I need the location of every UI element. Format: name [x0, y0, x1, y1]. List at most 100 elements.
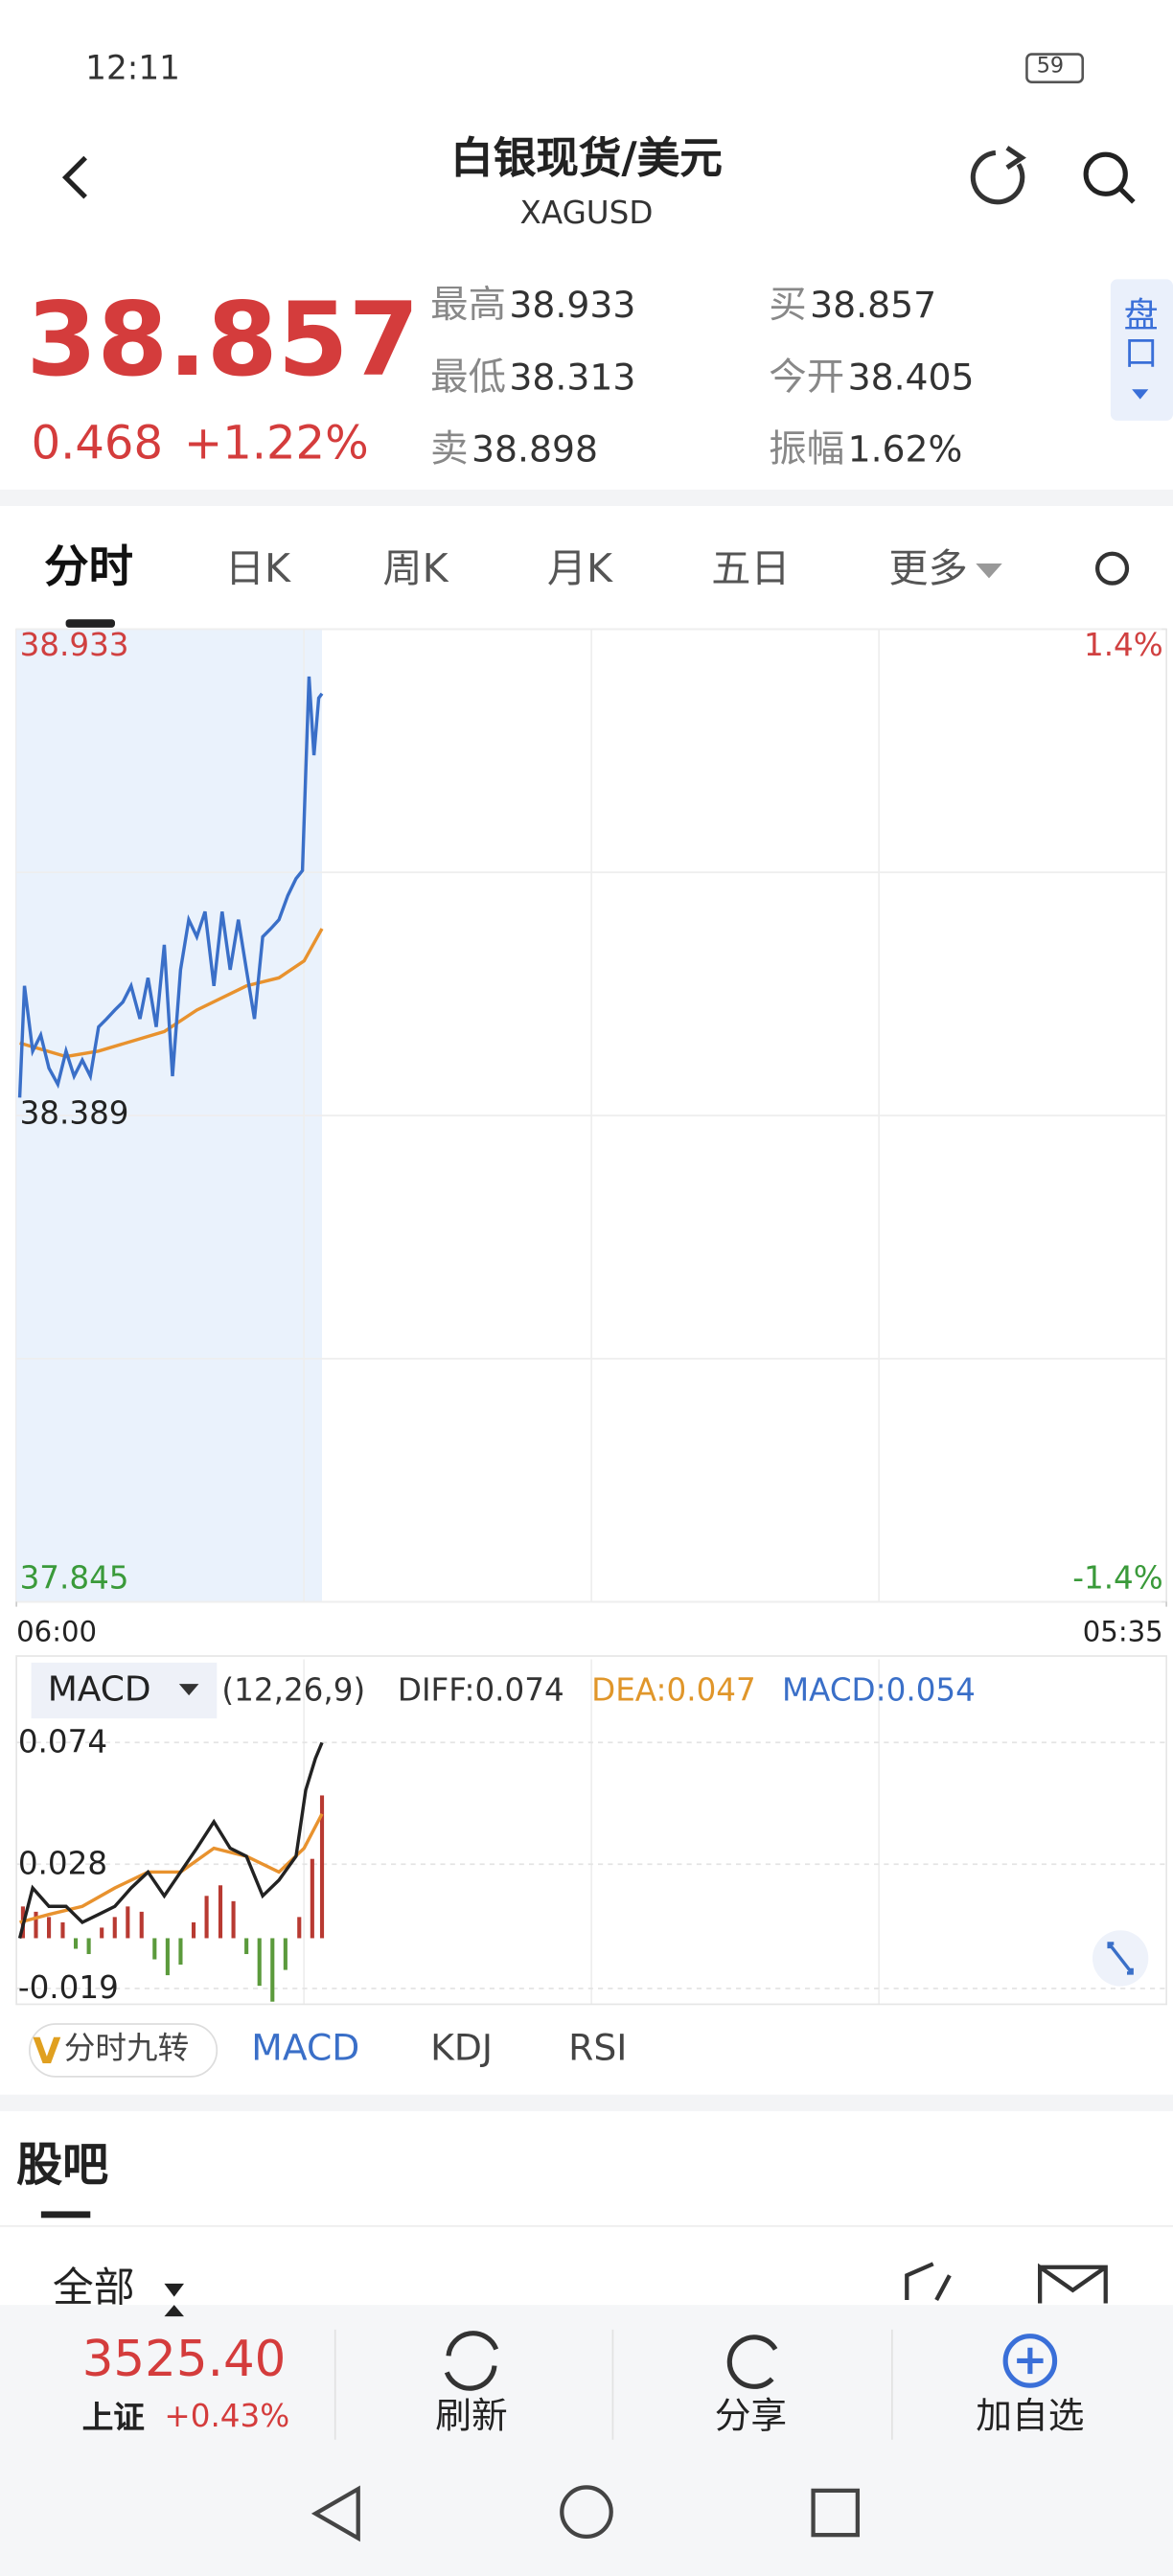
y2-tick-label: 1.4%	[1084, 627, 1163, 663]
macd-legend: MACD:0.054	[782, 1672, 976, 1709]
expand-icon	[1107, 1942, 1134, 1975]
stat-value: 38.313	[509, 357, 636, 400]
forum-underline	[40, 2211, 91, 2219]
nav-home[interactable]	[560, 2485, 613, 2540]
x-tick-label: 05:35	[1083, 1616, 1163, 1648]
macd-bar	[165, 1938, 170, 1976]
macd-bar	[112, 1917, 117, 1939]
tab-underline	[65, 619, 116, 628]
y-tick-label: -0.019	[18, 1969, 119, 2006]
more-arrow	[976, 564, 1002, 579]
filter[interactable]: 全部	[52, 2264, 135, 2312]
battery	[1025, 53, 1085, 84]
battery-level: 59	[1036, 54, 1065, 80]
macd-bar	[310, 1858, 314, 1939]
stat-label: 今开	[769, 356, 845, 400]
y-tick-label: 38.389	[20, 1095, 129, 1132]
tab[interactable]: 日K	[224, 545, 291, 592]
stat-value: 38.857	[810, 286, 937, 328]
y-tick-label: 0.028	[18, 1845, 107, 1881]
x-tick-label: 06:00	[16, 1616, 97, 1648]
edit-icon[interactable]	[905, 2262, 952, 2302]
tab[interactable]: 五日	[711, 545, 791, 592]
title: 白银现货/美元	[450, 134, 723, 185]
macd-bar	[297, 1917, 302, 1939]
indicator-tab[interactable]: 分时九转	[63, 2030, 190, 2067]
stat-label: 买	[769, 284, 807, 328]
index-value[interactable]: 3525.40	[81, 2331, 287, 2389]
indicator-tab[interactable]: KDJ	[430, 2029, 494, 2071]
change-pct: +1.22%	[184, 415, 369, 471]
macd-bar	[257, 1938, 262, 1987]
side-tab[interactable]: 盘口	[1123, 295, 1159, 374]
macd-bar	[34, 1911, 38, 1939]
change: 0.468	[31, 415, 164, 471]
back-icon[interactable]	[61, 155, 87, 199]
v-icon: V	[33, 2030, 60, 2072]
mail-icon[interactable]	[1038, 2263, 1108, 2304]
search-handle	[1118, 187, 1136, 204]
bottom-button[interactable]: 分享	[714, 2397, 788, 2439]
filter-arrow	[164, 2283, 185, 2297]
y-tick-label: 37.845	[20, 1560, 129, 1597]
macd-bar	[218, 1885, 223, 1939]
stat-label: 最高	[430, 284, 507, 328]
macd-bar	[126, 1906, 130, 1939]
macd-bar	[139, 1911, 144, 1939]
subtitle: XAGUSD	[519, 196, 654, 232]
bottom-button[interactable]: 刷新	[435, 2397, 508, 2439]
share-icon-arrow	[1005, 146, 1026, 170]
stat-label: 最低	[430, 356, 507, 400]
nav-recent[interactable]	[811, 2488, 861, 2538]
stat-value: 38.405	[847, 357, 975, 400]
macd-legend: (12,26,9)	[221, 1672, 366, 1709]
y-tick-label: 38.933	[20, 627, 129, 663]
separator	[0, 2094, 1173, 2111]
macd-selector[interactable]: MACD	[47, 1668, 151, 1709]
share-icon[interactable]	[970, 150, 1025, 205]
stat-value: 38.898	[472, 430, 598, 472]
side-tab-bg[interactable]	[1110, 279, 1173, 421]
share-button-icon[interactable]	[726, 2334, 778, 2389]
add-icon[interactable]	[1002, 2334, 1058, 2388]
macd-legend: DIFF:0.074	[397, 1672, 564, 1709]
indicator-tab[interactable]: RSI	[568, 2029, 628, 2071]
settings-icon[interactable]	[1095, 551, 1130, 586]
refresh-icon[interactable]	[444, 2331, 499, 2391]
index-pct: +0.43%	[164, 2398, 290, 2435]
clock: 12:11	[85, 47, 180, 87]
indicator-tab[interactable]: MACD	[251, 2029, 360, 2071]
nav-back[interactable]	[310, 2485, 360, 2542]
add-plus	[1017, 2347, 1044, 2375]
macd-frame	[15, 1655, 1168, 2006]
side-tab-arrow	[1132, 389, 1149, 400]
macd-bar	[231, 1900, 236, 1939]
forum-title[interactable]: 股吧	[16, 2137, 109, 2192]
diff-line	[17, 1741, 324, 1939]
pill[interactable]	[29, 2023, 218, 2078]
bottom-bar	[0, 2305, 1173, 2576]
macd-bar	[204, 1896, 209, 1939]
price-line	[17, 676, 324, 1098]
macd-legend: DEA:0.047	[591, 1672, 756, 1709]
tab[interactable]: 分时	[44, 541, 133, 593]
tab[interactable]: 周K	[382, 545, 448, 592]
macd-bar	[152, 1938, 157, 1960]
search-icon[interactable]	[1083, 151, 1128, 196]
stat-value: 38.933	[509, 286, 636, 328]
y-tick-label: 0.074	[18, 1724, 107, 1760]
macd-bar	[270, 1938, 275, 2002]
avg-line	[19, 928, 324, 1059]
macd-bar	[60, 1921, 65, 1939]
stat-label: 振幅	[769, 428, 845, 472]
tab[interactable]: 更多	[888, 545, 968, 592]
macd-bar	[244, 1938, 249, 1955]
tab[interactable]: 月K	[546, 545, 613, 592]
macd-bar	[86, 1938, 91, 1955]
stat-label: 卖	[430, 428, 469, 472]
caret	[164, 2305, 185, 2317]
bottom-button[interactable]: 加自选	[976, 2397, 1085, 2439]
price: 38.857	[26, 279, 420, 400]
macd-bar	[47, 1917, 52, 1939]
